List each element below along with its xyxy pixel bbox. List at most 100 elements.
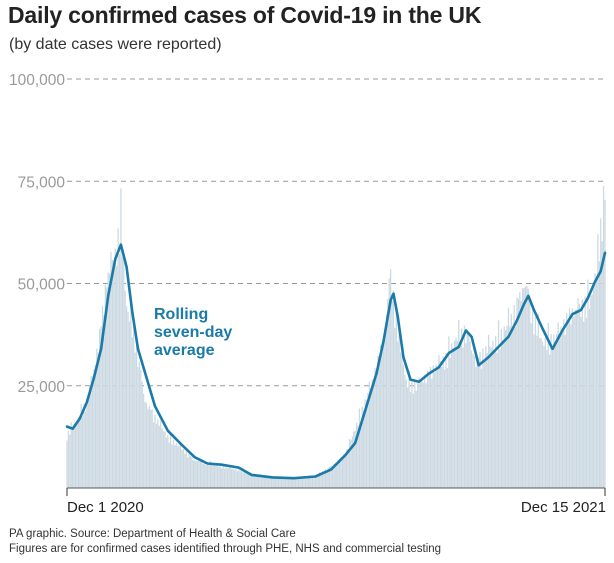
daily-case-bar xyxy=(246,472,248,488)
daily-case-bar xyxy=(385,314,388,488)
daily-case-bar xyxy=(476,356,478,488)
daily-case-bar xyxy=(573,316,575,488)
daily-case-bar xyxy=(282,477,284,488)
daily-case-bar xyxy=(560,326,562,488)
daily-case-bar xyxy=(86,398,88,488)
daily-case-bar xyxy=(530,323,532,488)
daily-case-bar xyxy=(529,296,531,488)
line-annotation-label: Rolling xyxy=(154,306,208,323)
daily-case-bar xyxy=(336,462,338,488)
daily-case-bar xyxy=(134,352,136,488)
daily-case-bar xyxy=(539,337,541,488)
daily-case-bar xyxy=(124,290,126,488)
daily-case-bar xyxy=(551,350,554,488)
daily-case-bar xyxy=(597,234,599,488)
daily-case-bar xyxy=(421,380,423,488)
daily-case-bar xyxy=(279,476,281,488)
daily-case-bar xyxy=(269,475,271,488)
daily-case-bar xyxy=(399,352,402,488)
daily-case-bar xyxy=(533,334,535,488)
daily-case-bar xyxy=(262,476,264,488)
daily-case-bar xyxy=(456,341,459,488)
daily-case-bar xyxy=(313,476,315,488)
daily-case-bar xyxy=(108,273,111,488)
daily-case-bar xyxy=(398,322,400,488)
rolling-average-line xyxy=(65,243,607,480)
daily-case-bar xyxy=(117,228,119,488)
daily-case-bar xyxy=(307,477,309,488)
daily-case-bar xyxy=(395,313,397,488)
daily-case-bar xyxy=(256,474,258,488)
daily-case-bar xyxy=(381,351,383,488)
daily-case-bar xyxy=(468,333,470,488)
daily-case-bar xyxy=(300,477,302,488)
daily-case-bar xyxy=(445,353,447,488)
daily-case-bar xyxy=(272,476,274,488)
daily-case-bar xyxy=(370,387,372,488)
daily-case-bar xyxy=(510,314,512,488)
daily-case-bar xyxy=(182,448,185,488)
daily-case-bar xyxy=(283,477,285,488)
daily-case-bar xyxy=(215,465,217,488)
daily-case-bar xyxy=(260,476,263,488)
daily-case-bar xyxy=(580,317,582,488)
daily-case-bar xyxy=(201,460,203,488)
daily-case-bar xyxy=(455,338,457,488)
daily-case-bar xyxy=(415,390,417,488)
daily-case-bar xyxy=(303,476,305,488)
daily-case-bar xyxy=(125,306,128,488)
daily-case-bar xyxy=(280,477,282,488)
daily-case-bar xyxy=(404,375,406,488)
daily-case-bar xyxy=(290,477,292,488)
daily-case-bar xyxy=(330,465,332,488)
daily-case-bar xyxy=(466,330,468,488)
daily-case-bar xyxy=(168,442,170,488)
daily-case-bar xyxy=(409,392,412,488)
daily-case-bar xyxy=(93,369,95,488)
daily-case-bar xyxy=(426,370,429,488)
daily-case-bar xyxy=(292,478,294,488)
daily-case-bar xyxy=(87,400,89,488)
daily-case-bar xyxy=(267,477,270,488)
daily-case-bar xyxy=(196,461,199,488)
daily-case-bar xyxy=(309,475,311,488)
daily-case-bar xyxy=(534,316,537,488)
daily-case-bar xyxy=(407,387,409,488)
daily-case-bar xyxy=(99,328,101,488)
daily-case-bar xyxy=(137,367,139,488)
daily-case-bar xyxy=(346,449,348,488)
daily-case-bar xyxy=(72,429,74,488)
daily-case-bar xyxy=(350,440,352,488)
daily-case-bar xyxy=(204,461,206,488)
y-tick-label: 25,000 xyxy=(18,379,66,396)
daily-case-bar xyxy=(587,279,589,488)
x-tick-label: Dec 1 2020 xyxy=(67,499,144,516)
footer-source: PA graphic. Source: Department of Health… xyxy=(9,528,296,540)
daily-case-bar xyxy=(483,360,485,488)
daily-case-bar xyxy=(492,340,494,488)
daily-case-bar xyxy=(590,295,592,488)
daily-case-bar xyxy=(212,464,214,488)
daily-case-bar xyxy=(187,457,189,488)
daily-case-bar xyxy=(331,465,334,488)
daily-case-bar xyxy=(391,300,393,488)
daily-case-bar xyxy=(218,466,220,488)
daily-case-bar xyxy=(81,416,84,488)
daily-case-bar xyxy=(503,326,505,488)
daily-case-bar xyxy=(495,335,497,488)
daily-case-bar xyxy=(600,218,602,488)
daily-case-bar xyxy=(320,473,322,488)
daily-case-bar xyxy=(209,460,212,488)
daily-case-bar xyxy=(548,354,551,488)
daily-case-bar xyxy=(431,378,433,488)
daily-case-bar xyxy=(473,355,476,488)
daily-case-bar xyxy=(341,459,344,488)
daily-case-bar xyxy=(470,350,473,488)
daily-case-bar xyxy=(161,428,163,488)
daily-case-bar xyxy=(574,310,576,488)
daily-case-bar xyxy=(553,334,555,488)
daily-case-bar xyxy=(499,349,501,488)
daily-case-bar xyxy=(497,320,500,488)
daily-case-bar xyxy=(397,341,399,488)
daily-case-bar xyxy=(556,333,558,488)
